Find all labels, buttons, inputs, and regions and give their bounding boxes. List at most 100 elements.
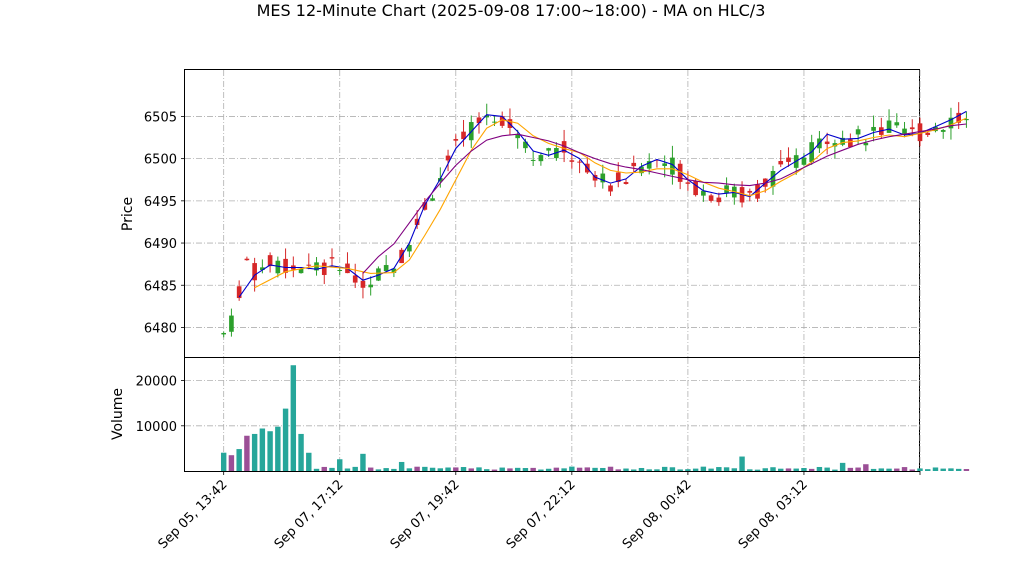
candle-body bbox=[902, 128, 907, 134]
candle-body bbox=[275, 260, 281, 274]
volume-bar bbox=[484, 469, 490, 471]
time-tick-label: Sep 07, 19:42 bbox=[388, 477, 463, 552]
candle-body bbox=[832, 143, 838, 147]
price-panel: 6480 6485 6490 6495 6500 6505 Price bbox=[120, 69, 969, 358]
candle-body bbox=[461, 131, 466, 140]
candle-body bbox=[221, 332, 227, 335]
volume-bar bbox=[538, 469, 544, 471]
volume-bar bbox=[306, 452, 312, 471]
volume-bar bbox=[631, 469, 637, 471]
candle-body bbox=[499, 116, 505, 126]
volume-bar bbox=[391, 468, 397, 471]
volume-bar bbox=[623, 468, 629, 471]
price-tick-label: 6505 bbox=[144, 110, 177, 125]
candle-body bbox=[538, 155, 544, 162]
volume-bar bbox=[932, 467, 939, 471]
volume-bar bbox=[661, 466, 668, 471]
candle-body bbox=[484, 115, 490, 118]
volume-bar bbox=[878, 468, 885, 471]
candle-body bbox=[693, 181, 698, 196]
candle-body bbox=[863, 142, 869, 146]
candle-body bbox=[608, 185, 613, 192]
volume-bar bbox=[747, 469, 753, 471]
time-tick-label: Sep 08, 03:12 bbox=[736, 477, 811, 552]
volume-bar bbox=[824, 467, 830, 471]
time-tick-label: Sep 08, 00:42 bbox=[620, 477, 695, 552]
volume-bar bbox=[785, 468, 792, 471]
candle-body bbox=[306, 264, 312, 266]
candle-body bbox=[670, 157, 675, 175]
volume-bar bbox=[607, 466, 614, 471]
volume-bar bbox=[220, 452, 227, 471]
candle-body bbox=[894, 122, 900, 126]
candle-body bbox=[600, 173, 606, 183]
volume-bar bbox=[313, 468, 320, 471]
candle-body bbox=[314, 262, 319, 271]
price-tick-label: 6480 bbox=[144, 321, 177, 336]
volume-bar bbox=[228, 455, 235, 471]
candle-body bbox=[515, 134, 521, 139]
candle-body bbox=[546, 148, 551, 151]
candle-body bbox=[352, 275, 358, 283]
volume-bar bbox=[600, 467, 606, 471]
candle-body bbox=[561, 141, 567, 153]
candle-body bbox=[925, 132, 931, 135]
candle-body bbox=[569, 160, 575, 162]
candle-body bbox=[654, 159, 660, 161]
volume-bar bbox=[476, 467, 482, 471]
candle-body bbox=[492, 121, 497, 123]
price-tick-label: 6495 bbox=[144, 195, 177, 210]
candle-body bbox=[747, 190, 753, 193]
volume-bar bbox=[437, 468, 444, 471]
candle-body bbox=[631, 162, 637, 167]
candle-body bbox=[283, 258, 288, 273]
ma-line bbox=[238, 110, 967, 298]
candle-body bbox=[329, 257, 335, 259]
volume-bar bbox=[236, 449, 242, 471]
candle-body bbox=[383, 265, 389, 271]
candle-body bbox=[368, 284, 374, 288]
volume-bar bbox=[367, 467, 374, 471]
volume-bar bbox=[677, 469, 683, 471]
candle-body bbox=[917, 123, 923, 142]
volume-bar bbox=[275, 426, 281, 471]
volume-bar bbox=[901, 467, 908, 471]
candle-body bbox=[391, 268, 397, 273]
volume-bar bbox=[770, 467, 776, 471]
volume-bar bbox=[344, 468, 351, 471]
candle-body bbox=[623, 182, 629, 184]
candle-body bbox=[260, 267, 265, 271]
volume-bar bbox=[963, 469, 970, 471]
volume-bar bbox=[522, 468, 529, 471]
price-tick-label: 6490 bbox=[144, 237, 177, 252]
volume-bar bbox=[615, 469, 621, 471]
volume-bar bbox=[592, 467, 598, 471]
candle-body bbox=[577, 161, 582, 163]
volume-bar bbox=[669, 467, 676, 471]
volume-bar bbox=[739, 456, 745, 471]
volume-bar bbox=[839, 462, 846, 471]
volume-bar bbox=[360, 453, 366, 471]
candle-body bbox=[252, 263, 257, 281]
volume-bar bbox=[855, 467, 861, 471]
volume-bar bbox=[321, 466, 327, 471]
volume-bar bbox=[700, 466, 707, 471]
price-tick-label: 6500 bbox=[144, 153, 177, 168]
candle-body bbox=[476, 117, 482, 124]
volume-bar bbox=[762, 468, 768, 471]
volume-bar bbox=[793, 468, 799, 471]
volume-bar bbox=[251, 433, 258, 471]
price-grid bbox=[185, 70, 921, 357]
candle-body bbox=[267, 255, 273, 267]
candle-body bbox=[840, 137, 845, 145]
volume-y-ticks: 10000 20000 bbox=[136, 375, 185, 435]
volume-bar bbox=[832, 469, 838, 471]
volume-bar bbox=[808, 468, 815, 471]
volume-bar bbox=[352, 466, 358, 471]
candle-body bbox=[716, 197, 722, 203]
volume-bar bbox=[375, 469, 382, 471]
volume-tick-label: 20000 bbox=[136, 375, 177, 390]
volume-bar bbox=[925, 469, 931, 471]
volume-bar bbox=[290, 365, 297, 471]
